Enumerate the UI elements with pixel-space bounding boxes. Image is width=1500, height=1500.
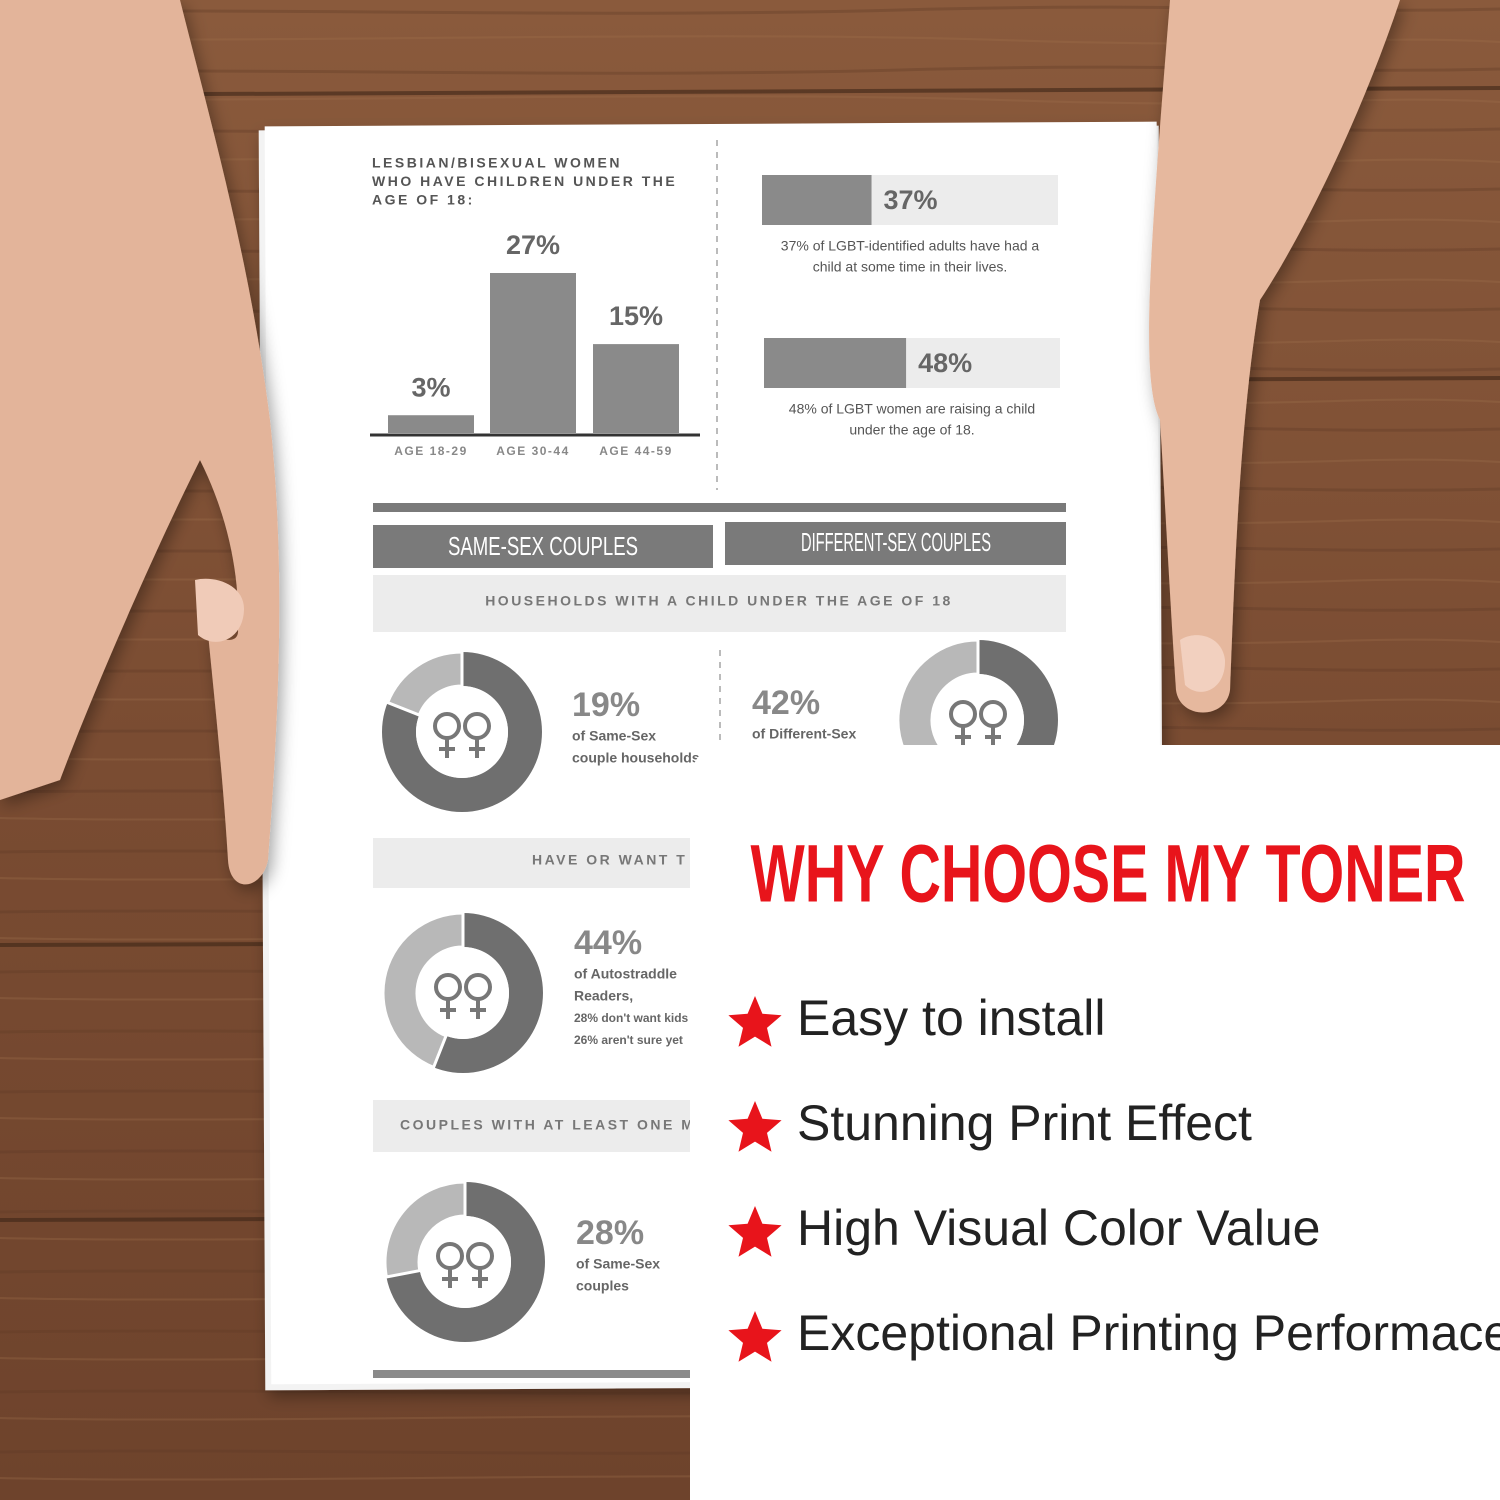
donut-value-label: 28% (576, 1214, 644, 1252)
right-thumb-nail (1180, 635, 1226, 692)
donut-text: of Same-Sex (572, 728, 656, 744)
header-band (725, 522, 1066, 565)
donut-text: couples (576, 1278, 629, 1294)
section-band (373, 1100, 703, 1152)
stat-text: child at some time in their lives. (813, 259, 1008, 275)
card-title: WHY CHOOSE MY TONER (751, 829, 1466, 920)
stat-bar (764, 338, 907, 388)
bar-value-label: 3% (411, 372, 450, 402)
donut-text: 26% aren't sure yet (574, 1033, 683, 1047)
stat-value-label: 48% (918, 348, 972, 378)
stat-text: under the age of 18. (849, 422, 974, 438)
section-label: HAVE OR WANT T (532, 852, 687, 868)
donut-text: of Same-Sex (576, 1256, 660, 1272)
left-thumb-nail (195, 578, 245, 642)
chart-title: WHO HAVE CHILDREN UNDER THE (372, 173, 677, 189)
section-band (373, 838, 703, 888)
bar (593, 344, 679, 433)
feature-text: High Visual Color Value (797, 1200, 1320, 1256)
donut-value-label: 44% (574, 924, 642, 962)
section-label: COUPLES WITH AT LEAST ONE M (400, 1117, 695, 1133)
bar-category: AGE 18-29 (394, 444, 468, 458)
donut-hole (417, 947, 509, 1039)
chart-title: AGE OF 18: (372, 192, 475, 208)
feature-star (728, 1206, 782, 1257)
header-band (373, 525, 713, 568)
feature-star (728, 996, 782, 1047)
feature-card (690, 745, 1500, 1500)
feature-text: Easy to install (797, 990, 1105, 1046)
rule-band (373, 1370, 703, 1378)
donut-text: of Autostraddle (574, 966, 677, 982)
bar-value-label: 27% (506, 230, 560, 260)
donut-text: 28% don't want kids (574, 1011, 689, 1025)
feature-text: Stunning Print Effect (797, 1095, 1252, 1151)
donut-value-label: 42% (752, 684, 820, 722)
column-header: DIFFERENT-SEX COUPLES (801, 527, 991, 557)
donut-hole (416, 686, 508, 778)
donut-text: couple households (572, 750, 700, 766)
donut-hole (932, 674, 1024, 766)
column-header: SAME-SEX COUPLES (448, 531, 638, 561)
right-hand (1149, 0, 1400, 713)
bar (388, 415, 474, 433)
bar-category: AGE 30-44 (496, 444, 570, 458)
left-hand (0, 0, 280, 885)
rule-band (373, 503, 1066, 512)
section-label: HOUSEHOLDS WITH A CHILD UNDER THE AGE OF… (485, 593, 953, 609)
stat-text: 37% of LGBT-identified adults have had a (781, 238, 1040, 254)
feature-star (728, 1311, 782, 1362)
bar-category: AGE 44-59 (599, 444, 673, 458)
stat-bar (762, 175, 872, 225)
chart-title: LESBIAN/BISEXUAL WOMEN (372, 155, 622, 171)
bar-value-label: 15% (609, 301, 663, 331)
donut-text: of Different-Sex (752, 726, 856, 742)
stat-value-label: 37% (884, 185, 938, 215)
donut-value-label: 19% (572, 686, 640, 724)
stat-text: 48% of LGBT women are raising a child (789, 401, 1035, 417)
feature-text: Exceptional Printing Performace (797, 1305, 1500, 1361)
section-band (373, 575, 1066, 632)
donut-hole (419, 1216, 511, 1308)
donut-text: Readers, (574, 988, 633, 1004)
feature-star (728, 1101, 782, 1152)
bar (490, 273, 576, 433)
